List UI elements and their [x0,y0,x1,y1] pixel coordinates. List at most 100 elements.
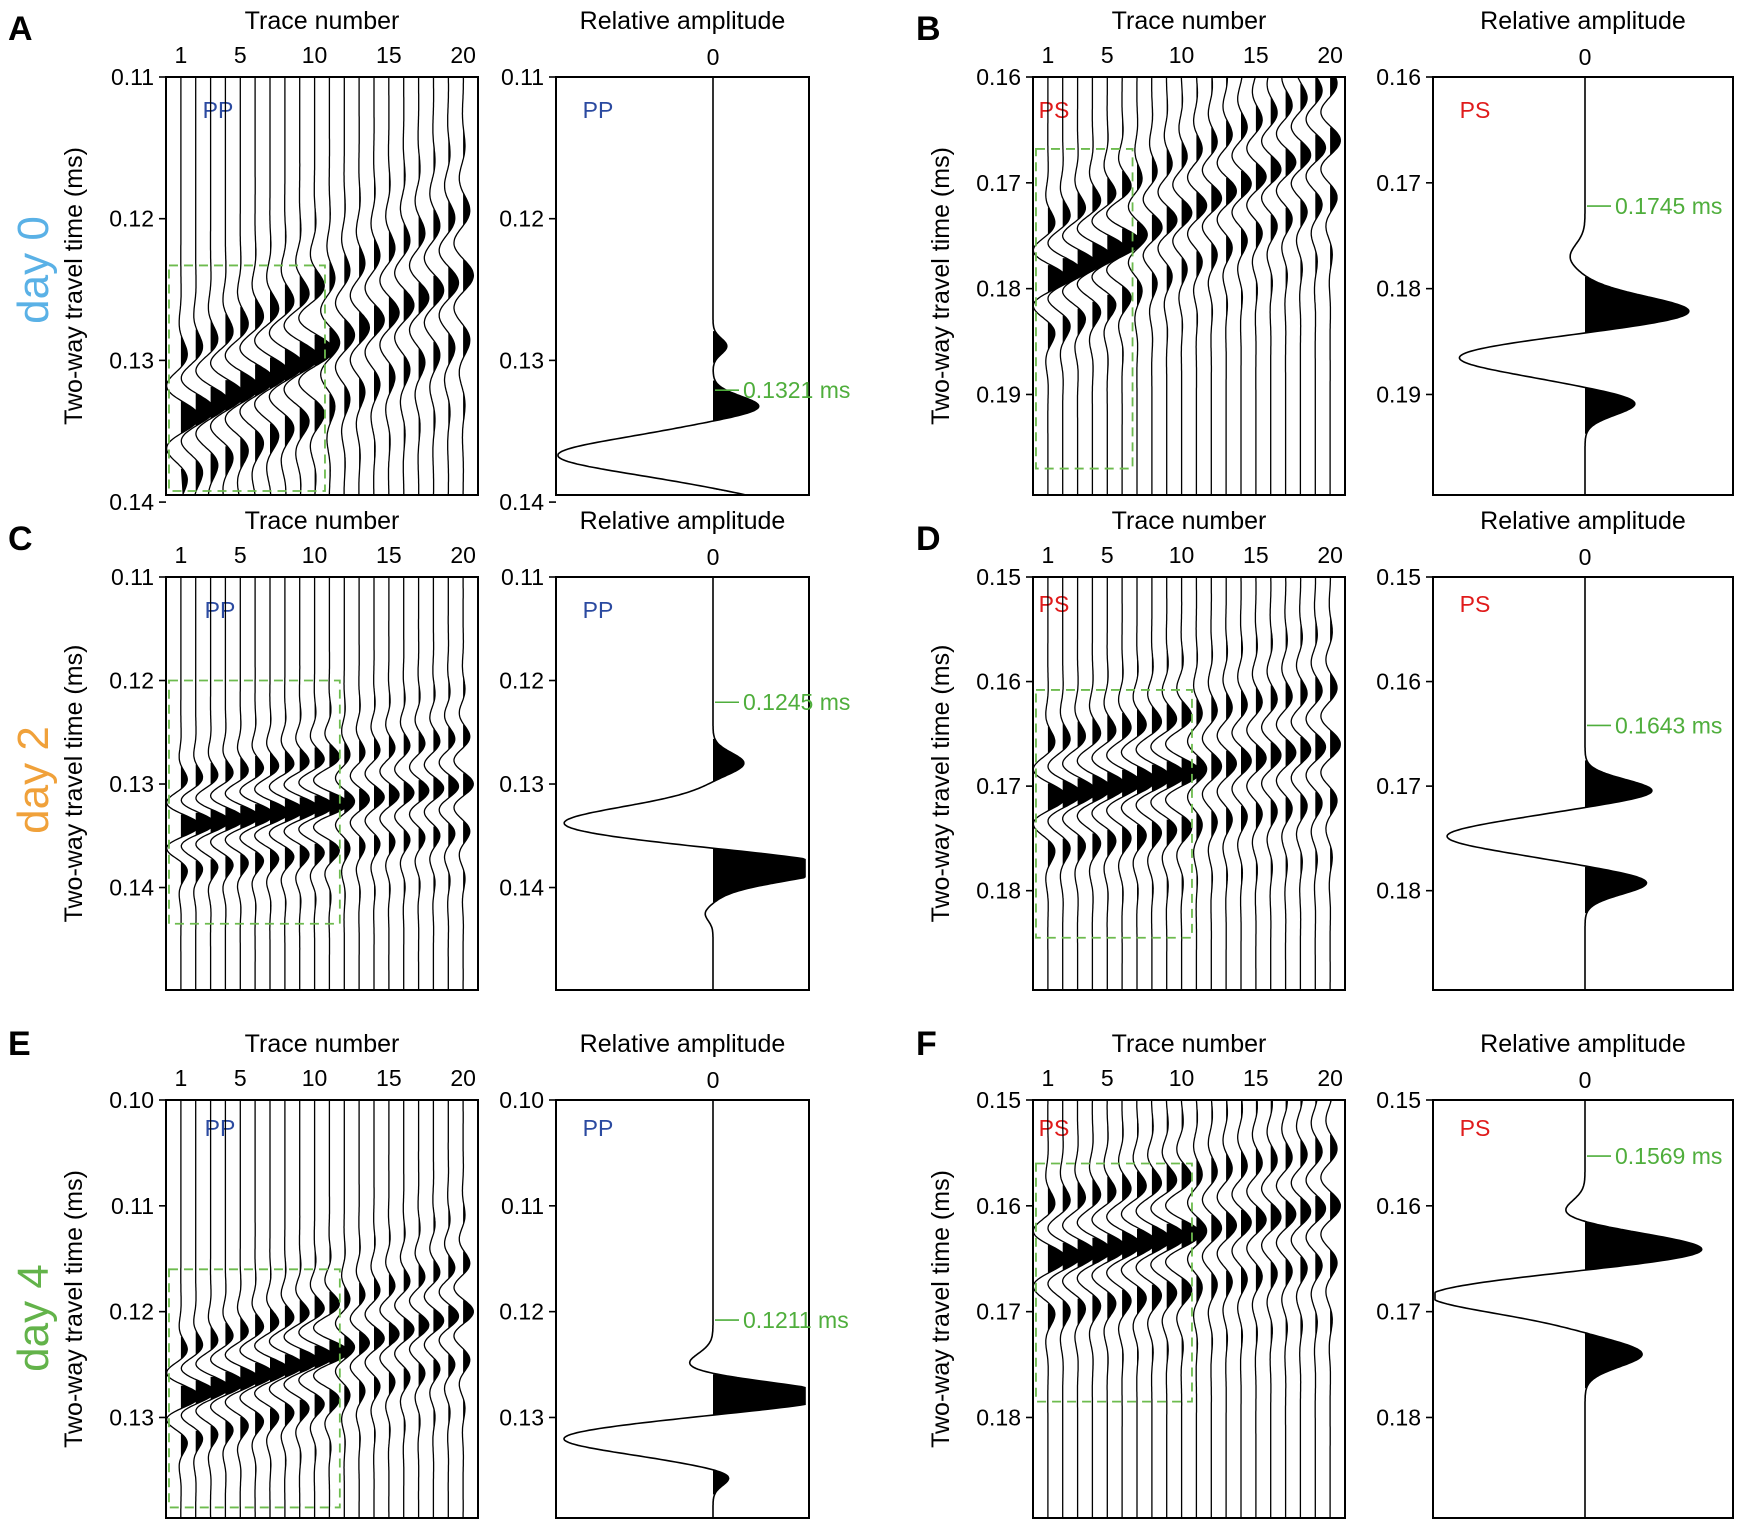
amplitude-frame [555,576,810,991]
wiggle-frame [1032,76,1346,496]
trace-line [1231,1099,1252,1518]
trace-line [165,77,201,496]
y-tick-label: 0.15 [976,1087,1021,1113]
trace-fill [1181,647,1201,899]
trace-line [1032,77,1068,495]
x-axis-title: Trace number [1112,7,1267,35]
trace-line [423,577,445,990]
trace-line [239,577,275,990]
highlight-box [168,1268,341,1509]
trace-line [1305,76,1327,495]
trace-line [379,577,400,990]
trace-fill [418,1216,429,1437]
y-axis-title: Two-way travel time (ms) [60,645,88,923]
trace-fill [448,136,459,431]
amplitude-frame [1432,76,1734,496]
trace-line [334,577,356,990]
trace-fill [374,174,385,468]
trace-fill [240,718,259,918]
panel-letter-e: E [8,1025,31,1063]
trace-line [1062,577,1097,990]
trace-fill [240,251,259,471]
x-tick-label: 10 [302,42,328,68]
x-axis-title: Relative amplitude [1480,7,1686,35]
trace-fill [314,1249,334,1464]
x-tick-label: 1 [174,42,187,68]
trace-line [408,1100,430,1518]
x-tick-label: 5 [234,42,247,68]
trace-line [438,1100,460,1518]
wave-type-tag: PS [1039,97,1070,123]
waveform-fill [713,1374,805,1495]
trace-line [1076,1100,1112,1518]
y-tick-label: 0.19 [976,381,1021,407]
trace-line [423,76,445,495]
trace-line [1260,1099,1282,1518]
trace-line [283,77,319,496]
y-tick-label: 0.10 [499,1087,544,1113]
y-tick-label: 0.19 [1376,381,1421,407]
panel-letter-a: A [8,10,33,48]
x-axis-title: Relative amplitude [580,7,786,35]
x-tick-label: 20 [1317,542,1343,568]
trace-line [1216,1099,1238,1518]
y-tick-label: 0.18 [976,276,1021,302]
y-axis-title: Two-way travel time (ms) [927,1170,955,1448]
y-tick-label: 0.12 [109,1299,154,1325]
y-tick-label: 0.11 [111,564,154,590]
trace-fill [225,259,244,478]
trace-line [1260,577,1282,990]
trace-fill [1092,668,1111,910]
trace-fill [1226,77,1237,321]
trace-fill [1122,661,1141,906]
y-tick-label: 0.17 [1376,773,1421,799]
trace-line [394,77,415,495]
trace-line [1091,1100,1127,1518]
trace-fill [433,1211,444,1431]
trace-line [1061,77,1097,495]
trace-line [1186,1099,1208,1518]
waveform-fill [1585,1222,1702,1389]
trace-fill [299,704,319,913]
trace-fill [180,336,200,495]
x-tick-label: 1 [1041,542,1054,568]
y-tick-label: 0.18 [1376,1404,1421,1430]
x-tick-label: 15 [1243,542,1269,568]
y-tick-label: 0.12 [499,1299,544,1325]
y-tick-label: 0.16 [976,669,1021,695]
x-tick-label: 15 [376,542,402,568]
y-tick-label: 0.13 [109,771,154,797]
trace-line [224,1100,260,1518]
highlight-box [168,264,326,492]
trace-line [209,77,245,496]
x-tick-label: 1 [1041,42,1054,68]
trace-fill [374,1230,385,1449]
x-axis-title: Trace number [245,507,400,535]
amplitude-frame [555,1099,810,1519]
panel-letter-d: D [916,520,941,558]
trace-fill [1166,1110,1186,1365]
trace-fill [1062,1140,1082,1374]
trace-fill [255,712,274,918]
x-tick-label: 15 [1243,42,1269,68]
trace-fill [1226,637,1237,892]
trace-fill [1107,127,1126,374]
y-tick-label: 0.17 [1376,1299,1421,1325]
trace-fill [463,78,474,475]
y-tick-label: 0.12 [109,668,154,694]
trace-line [1047,1100,1082,1518]
trace-line [408,577,430,990]
y-tick-label: 0.11 [111,1193,154,1219]
trace-line [239,1100,275,1518]
trace-fill [1077,1134,1097,1374]
panel-letter-f: F [916,1025,937,1063]
trace-line [1201,1099,1223,1518]
trace-fill [1330,577,1341,923]
x-tick-label: 0 [1579,544,1592,570]
trace-line [334,77,356,496]
x-tick-label: 20 [450,542,476,568]
trace-line [1047,577,1082,990]
panel-letter-c: C [8,520,33,558]
trace-line [1106,77,1142,495]
